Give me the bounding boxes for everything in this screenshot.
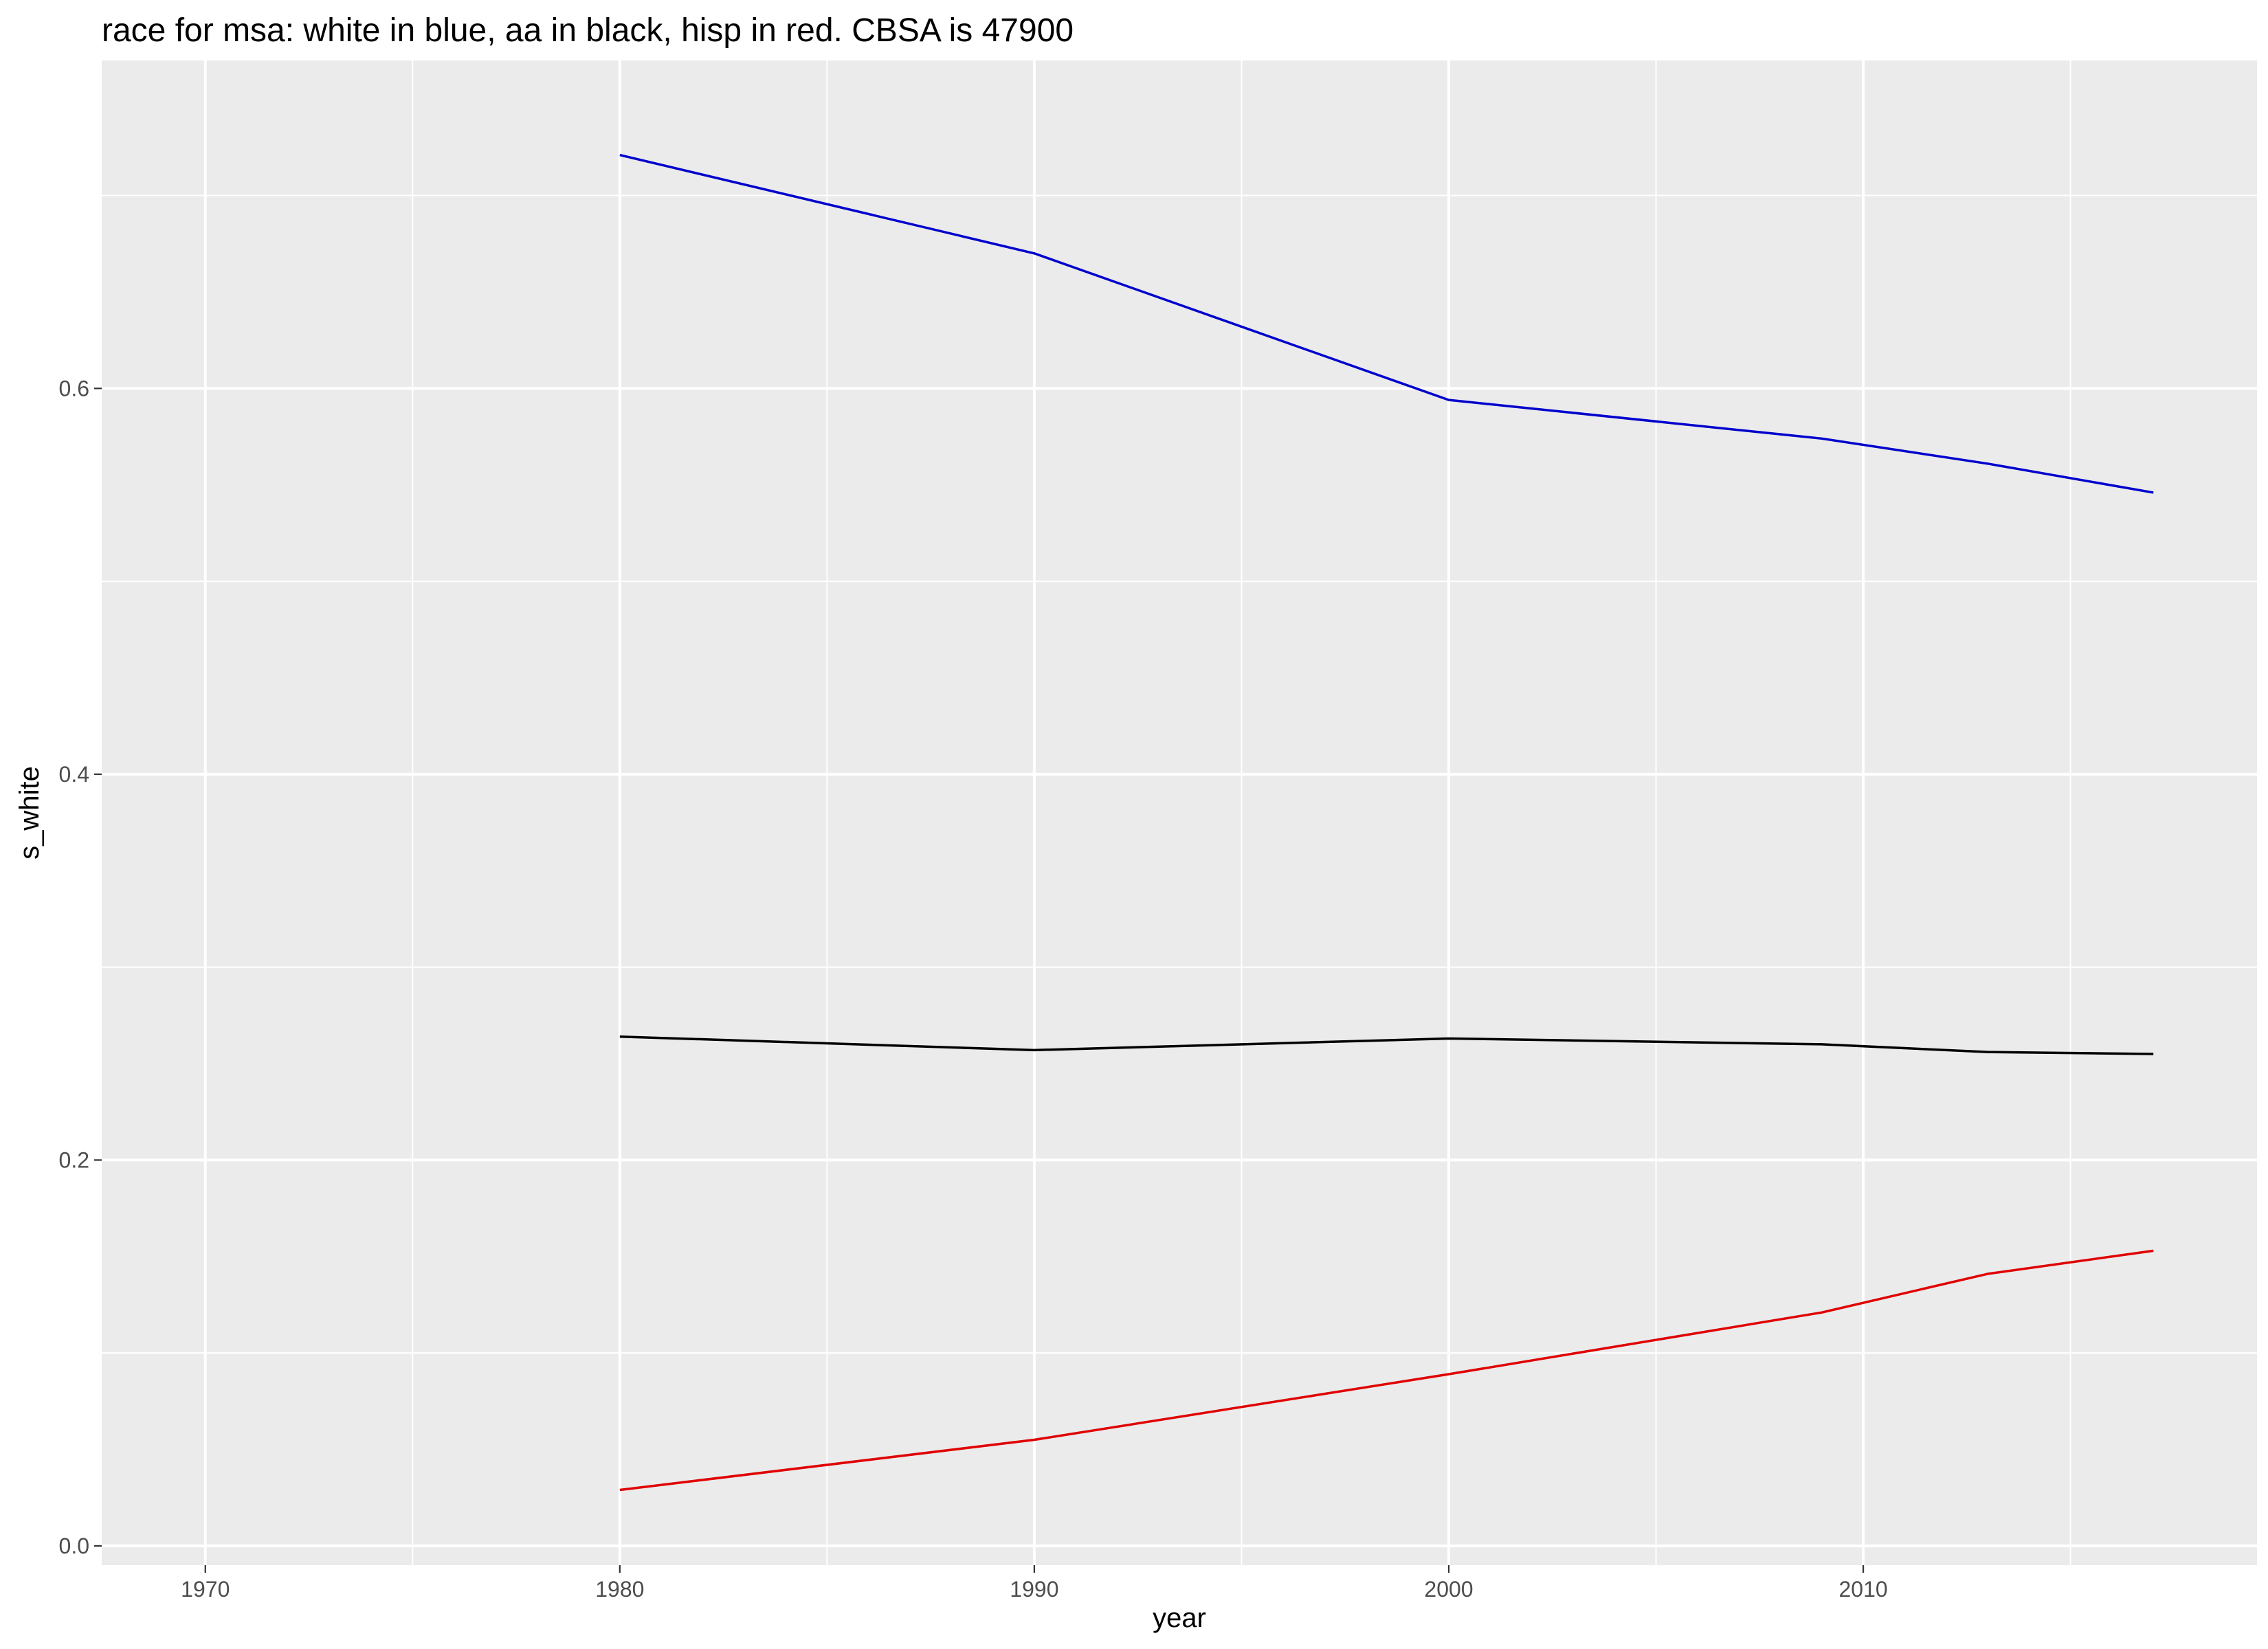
minor-gridlines: [102, 60, 2257, 1565]
major-gridlines: [102, 60, 2257, 1565]
series-line-2: [619, 1035, 2154, 1055]
y-tick-label: 0.2: [59, 1147, 89, 1172]
x-tick-label: 1990: [1010, 1577, 1058, 1602]
x-axis: 1970 1980 1990 2000 2010: [181, 1565, 1888, 1602]
x-tick-label: 1980: [595, 1577, 644, 1602]
y-axis-title: s_white: [14, 766, 45, 860]
series-line-3: [619, 1249, 2154, 1492]
x-tick-label: 1970: [181, 1577, 230, 1602]
y-tick-label: 0.0: [59, 1534, 89, 1558]
plot-panel: [102, 60, 2257, 1565]
y-tick-label: 0.4: [59, 762, 89, 787]
x-tick-label: 2000: [1424, 1577, 1473, 1602]
series-line-1: [619, 153, 2154, 494]
y-axis: 0.0 0.2 0.4 0.6: [59, 376, 102, 1558]
chart-title: race for msa: white in blue, aa in black…: [102, 12, 1074, 49]
y-tick-label: 0.6: [59, 376, 89, 401]
x-tick-label: 2010: [1838, 1577, 1887, 1602]
series-layer: [619, 153, 2154, 1492]
x-axis-title: year: [1153, 1603, 1206, 1633]
